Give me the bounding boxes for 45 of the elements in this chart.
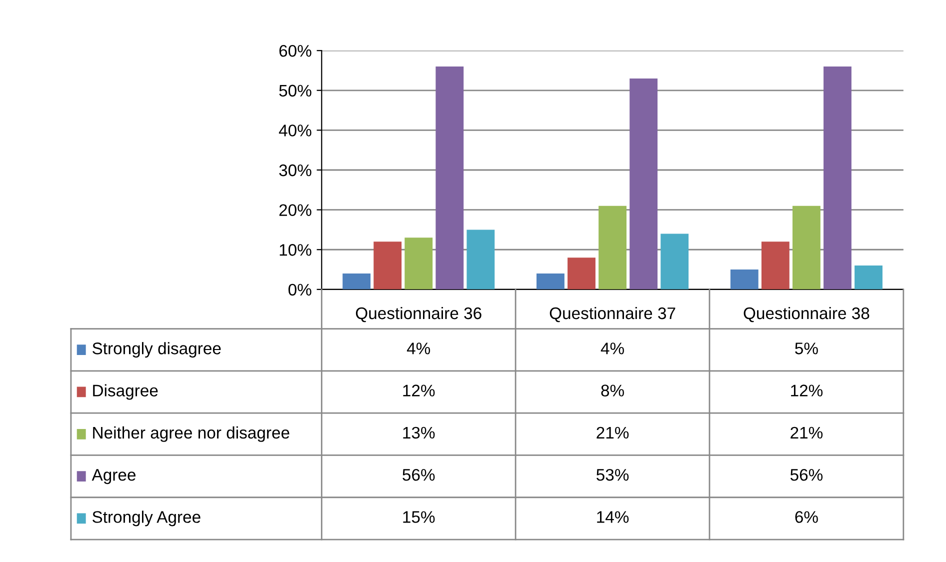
bar xyxy=(630,78,658,290)
data-label: 12% xyxy=(791,384,823,396)
bar xyxy=(792,206,820,290)
legend-label: Disagree xyxy=(93,384,158,400)
data-label: 15% xyxy=(403,511,435,523)
legend-label: Strongly disagree xyxy=(92,342,221,358)
bar xyxy=(730,270,758,290)
x-tick-label: Questionnaire 38 xyxy=(744,306,870,322)
y-tick-label: 60% xyxy=(279,44,312,57)
data-label: 6% xyxy=(795,511,818,523)
data-label: 21% xyxy=(596,426,629,439)
x-tick-label: Questionnaire 36 xyxy=(356,306,482,322)
y-tick-label: 50% xyxy=(279,84,312,97)
bar xyxy=(374,242,402,290)
data-label: 4% xyxy=(406,342,430,354)
bar xyxy=(342,274,371,290)
data-label: 56% xyxy=(402,468,435,481)
bar xyxy=(824,66,852,290)
legend-label: Agree xyxy=(92,469,136,484)
y-tick-label: 10% xyxy=(280,244,312,256)
data-label: 8% xyxy=(601,384,624,396)
legend-label: Strongly Agree xyxy=(92,510,200,526)
data-label: 21% xyxy=(790,426,823,439)
data-label: 14% xyxy=(597,511,629,523)
bar xyxy=(436,66,464,290)
y-tick-label: 0% xyxy=(288,284,312,296)
bar xyxy=(404,238,433,290)
bar xyxy=(466,230,495,290)
bar xyxy=(568,258,596,290)
bar xyxy=(598,206,626,290)
x-tick-label: Questionnaire 37 xyxy=(550,306,676,322)
bar xyxy=(761,242,790,290)
y-tick-label: 30% xyxy=(279,164,312,176)
data-label: 12% xyxy=(403,384,435,396)
legend-label: Neither agree nor disagree xyxy=(93,426,290,442)
bar xyxy=(660,234,689,290)
data-label: 5% xyxy=(795,342,818,354)
data-label: 13% xyxy=(403,426,435,439)
data-label: 4% xyxy=(600,342,624,354)
data-label: 53% xyxy=(596,468,629,481)
bar xyxy=(854,266,882,290)
y-tick-label: 20% xyxy=(279,204,312,216)
data-label: 56% xyxy=(790,468,823,481)
bar xyxy=(536,274,564,290)
y-tick-label: 40% xyxy=(278,124,312,136)
